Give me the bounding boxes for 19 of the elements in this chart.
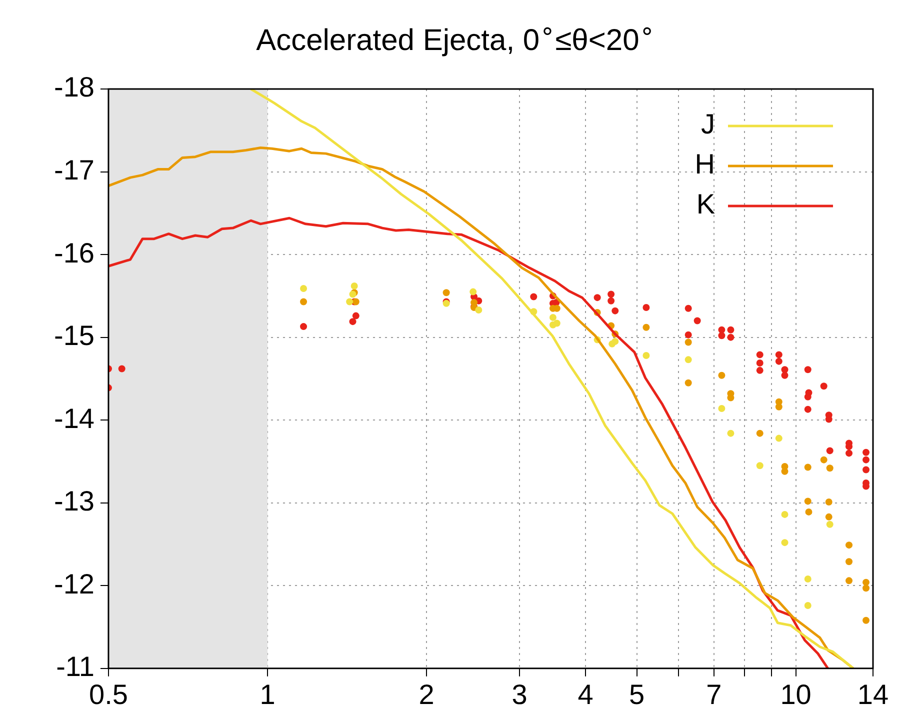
x-tick-label: 4 — [578, 678, 594, 710]
chart-title: Accelerated Ejecta, 0$^{∘}$≤θ<20$^{∘}$ — [255, 16, 656, 58]
x-tick-label: 5 — [628, 678, 645, 710]
x-tick-label: 14 — [857, 678, 889, 710]
legend-label: J — [701, 108, 715, 140]
x-tick-label: 3 — [512, 678, 528, 710]
legend-label: K — [696, 188, 716, 220]
x-tick-label: 10 — [780, 678, 812, 710]
y-tick-label: -18 — [54, 72, 94, 103]
y-tick-label: -15 — [54, 320, 94, 352]
x-tick-label: 7 — [706, 678, 722, 710]
y-tick-label: -16 — [54, 237, 94, 268]
y-tick-label: -13 — [54, 486, 94, 517]
legend-label: H — [694, 148, 715, 180]
x-tick-label: 2 — [418, 678, 434, 710]
y-tick-label: -17 — [54, 154, 94, 186]
x-tick-label: 1 — [260, 678, 276, 710]
y-tick-label: -12 — [54, 568, 94, 600]
y-tick-label: -14 — [54, 402, 94, 434]
